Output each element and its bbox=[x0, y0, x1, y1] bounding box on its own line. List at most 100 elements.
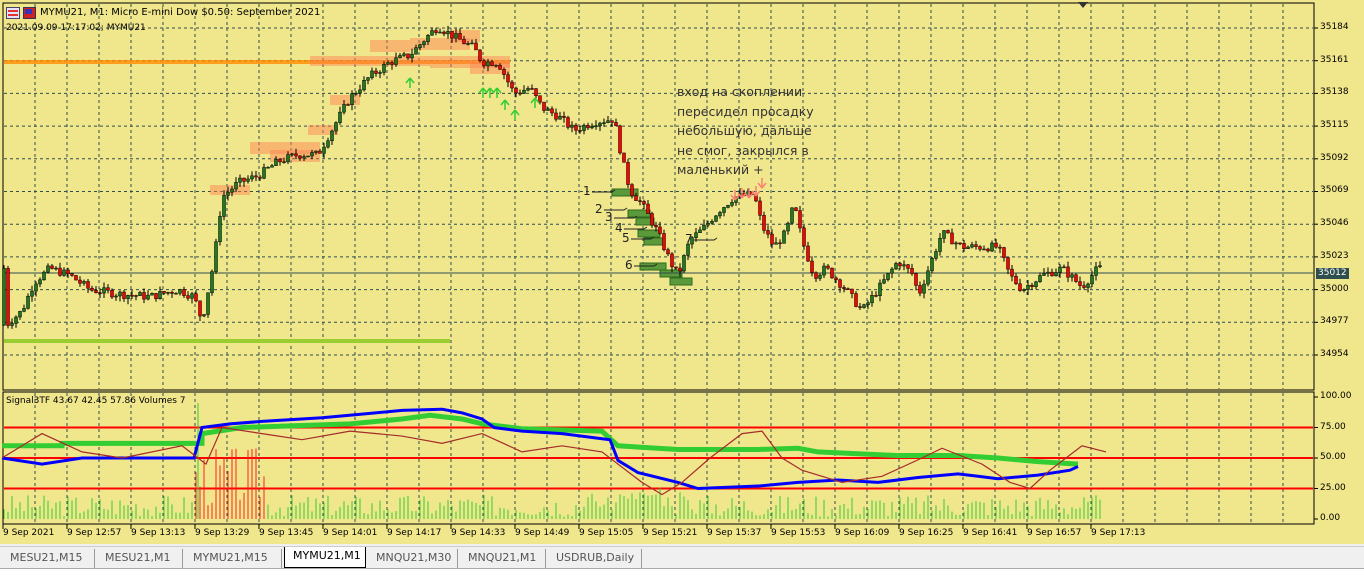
bear-candle bbox=[554, 112, 558, 120]
bear-candle bbox=[346, 104, 350, 106]
tab-mesu21-m15[interactable]: MESU21,M15 bbox=[2, 549, 95, 568]
bull-candle bbox=[1046, 271, 1050, 274]
bull-candle bbox=[786, 222, 790, 232]
hand-drawn-arrow bbox=[614, 215, 638, 219]
bear-candle bbox=[626, 162, 630, 185]
volume-cluster-zone bbox=[330, 95, 360, 105]
bear-candle bbox=[858, 306, 862, 308]
bull-candle bbox=[246, 178, 250, 182]
bull-candle bbox=[526, 88, 530, 91]
bull-candle bbox=[62, 269, 66, 276]
bull-candle bbox=[714, 215, 718, 222]
bear-candle bbox=[1082, 285, 1086, 288]
price-axis-label: 35000 bbox=[1320, 283, 1349, 294]
bull-candle bbox=[602, 122, 606, 124]
bear-candle bbox=[106, 287, 110, 291]
entry-cluster-zone bbox=[627, 209, 651, 218]
bull-candle bbox=[54, 267, 58, 270]
bull-candle bbox=[1034, 281, 1038, 287]
time-axis-label: 9 Sep 14:49 bbox=[515, 528, 570, 538]
entry-cluster-zone bbox=[669, 277, 693, 286]
bear-candle bbox=[458, 33, 462, 40]
bear-candle bbox=[502, 69, 506, 75]
bull-candle bbox=[206, 292, 210, 315]
bear-candle bbox=[810, 260, 814, 273]
time-axis-label: 9 Sep 15:05 bbox=[579, 528, 634, 538]
time-axis-label: 9 Sep 12:57 bbox=[67, 528, 122, 538]
bull-candle bbox=[818, 274, 822, 279]
entry-marker-label: 4 bbox=[615, 221, 623, 235]
tab-mesu21-m1[interactable]: MESU21,M1 bbox=[97, 549, 183, 568]
time-axis-label: 9 Sep 16:57 bbox=[1027, 528, 1082, 538]
bear-candle bbox=[1030, 284, 1034, 287]
bear-candle bbox=[826, 265, 830, 269]
bull-candle bbox=[310, 152, 314, 157]
bear-candle bbox=[978, 246, 982, 250]
bear-candle bbox=[294, 153, 298, 157]
bear-candle bbox=[662, 233, 666, 250]
bull-candle bbox=[922, 283, 926, 294]
bull-candle bbox=[582, 125, 586, 131]
bull-candle bbox=[42, 271, 46, 281]
bull-candle bbox=[326, 140, 330, 148]
indicator-label: Signal3TF 43.67 42.45 57.86 Volumes 7 bbox=[6, 396, 186, 406]
bull-candle bbox=[402, 53, 406, 56]
bull-candle bbox=[970, 244, 974, 248]
chart-shift-marker-icon[interactable] bbox=[1078, 2, 1088, 8]
bear-candle bbox=[510, 81, 514, 89]
bull-candle bbox=[2, 268, 6, 326]
bull-candle bbox=[1098, 265, 1102, 268]
bear-candle bbox=[814, 272, 818, 279]
bear-candle bbox=[830, 267, 834, 279]
buy-signal-arrow-icon bbox=[510, 109, 520, 120]
entry-cluster-zone bbox=[611, 188, 639, 197]
bear-candle bbox=[914, 273, 918, 286]
bull-candle bbox=[902, 264, 906, 267]
bull-candle bbox=[878, 282, 882, 296]
bear-candle bbox=[490, 61, 494, 66]
bear-candle bbox=[1050, 271, 1054, 277]
entry-marker-label: 3 bbox=[605, 210, 613, 224]
time-axis-label: 9 Sep 14:01 bbox=[323, 528, 378, 538]
bear-candle bbox=[670, 253, 674, 268]
bear-candle bbox=[130, 294, 134, 297]
bear-candle bbox=[194, 293, 198, 302]
tab-mnqu21-m30[interactable]: MNQU21,M30 bbox=[368, 549, 458, 568]
tab-mnqu21-m1[interactable]: MNQU21,M1 bbox=[460, 549, 546, 568]
bull-candle bbox=[470, 42, 474, 45]
chart-subtitle: 2021.09.09 17:17:02; MYMU21 bbox=[6, 23, 146, 33]
volume-cluster-zone bbox=[450, 30, 480, 42]
indicator-axis-label: 25.00 bbox=[1320, 482, 1346, 493]
tab-mymu21-m1[interactable]: MYMU21,M1 bbox=[284, 547, 366, 568]
bear-candle bbox=[462, 39, 466, 45]
bull-candle bbox=[226, 191, 230, 196]
bull-candle bbox=[174, 292, 178, 295]
tab-usdrub-daily[interactable]: USDRUB,Daily bbox=[548, 549, 642, 568]
bear-candle bbox=[846, 288, 850, 290]
bear-candle bbox=[838, 279, 842, 288]
hand-drawn-arrow bbox=[592, 189, 616, 193]
tab-mymu21-m15[interactable]: MYMU21,M15 bbox=[185, 549, 282, 568]
bull-candle bbox=[166, 291, 170, 294]
entry-marker-label: 1 bbox=[583, 184, 591, 198]
bull-candle bbox=[394, 57, 398, 65]
chart-icon bbox=[6, 7, 20, 19]
save-icon bbox=[23, 7, 36, 19]
bear-candle bbox=[186, 295, 190, 299]
bull-candle bbox=[250, 175, 254, 180]
bear-candle bbox=[874, 295, 878, 297]
bull-candle bbox=[446, 31, 450, 35]
bear-candle bbox=[530, 88, 534, 90]
bear-candle bbox=[50, 265, 54, 269]
chart-canvas[interactable] bbox=[0, 0, 1364, 544]
bull-candle bbox=[266, 166, 270, 169]
bull-candle bbox=[590, 125, 594, 129]
bear-candle bbox=[1006, 257, 1010, 270]
time-axis-label: 9 Sep 16:25 bbox=[899, 528, 954, 538]
volume-cluster-zone bbox=[410, 38, 470, 50]
chart-window[interactable]: MYMU21, M1: Micro E-mini Dow $0.50: Sept… bbox=[0, 0, 1364, 544]
sell-signal-arrow-icon bbox=[744, 188, 754, 199]
chart-tabs: MESU21,M15 MESU21,M1 MYMU21,M15 MYMU21,M1 MN… bbox=[0, 546, 1364, 568]
bull-candle bbox=[418, 44, 422, 48]
bull-candle bbox=[1070, 274, 1074, 278]
